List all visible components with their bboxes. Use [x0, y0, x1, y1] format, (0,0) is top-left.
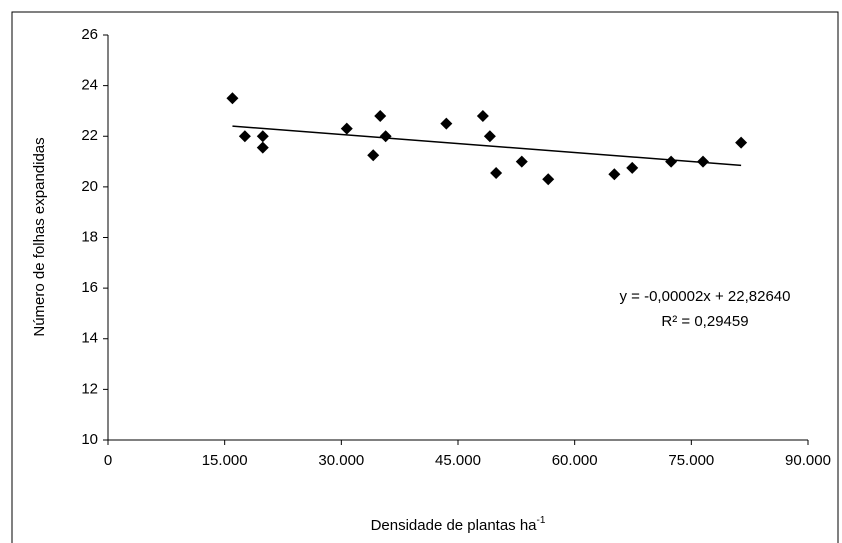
point	[379, 130, 392, 143]
equation: y = -0,00002x + 22,82640	[620, 288, 791, 305]
point	[367, 149, 380, 162]
y-tick-label: 12	[81, 380, 98, 397]
point	[665, 155, 678, 168]
y-axis-title: Número de folhas expandidas	[31, 137, 48, 336]
y-tick-label: 10	[81, 431, 98, 448]
y-tick-label: 18	[81, 228, 98, 245]
y-tick-label: 24	[81, 77, 98, 94]
point	[476, 110, 489, 122]
point	[226, 92, 239, 105]
x-axis-title-sup: -1	[537, 515, 546, 526]
point	[440, 117, 453, 130]
y-tick-label: 26	[81, 26, 98, 43]
chart-frame	[11, 11, 839, 543]
point	[238, 130, 251, 143]
point	[697, 155, 709, 168]
y-tick-label: 20	[81, 178, 98, 195]
point	[374, 110, 387, 122]
x-tick-label: 75.000	[668, 452, 714, 469]
x-tick-label: 15.000	[202, 452, 248, 469]
y-tick-label: 14	[81, 330, 98, 347]
point	[515, 155, 528, 168]
x-axis-title-text: Densidade de plantas ha	[371, 517, 538, 534]
point	[483, 130, 496, 143]
point	[490, 166, 503, 179]
y-tick-label: 22	[81, 127, 98, 144]
point	[608, 168, 621, 181]
x-tick-label: 30.000	[318, 452, 364, 469]
x-tick-label: 45.000	[435, 452, 481, 469]
point	[256, 130, 269, 143]
r-squared: R² = 0,29459	[661, 313, 748, 330]
trendline	[232, 125, 742, 167]
point	[256, 141, 269, 154]
x-tick-label: 0	[104, 452, 112, 469]
y-tick-label: 16	[81, 279, 98, 296]
x-tick-label: 90.000	[785, 452, 831, 469]
point	[542, 173, 555, 186]
x-axis-title: Densidade de plantas ha-1	[371, 515, 546, 534]
point	[735, 136, 748, 149]
point	[340, 122, 353, 135]
x-tick-label: 60.000	[552, 452, 598, 469]
point	[626, 161, 639, 174]
